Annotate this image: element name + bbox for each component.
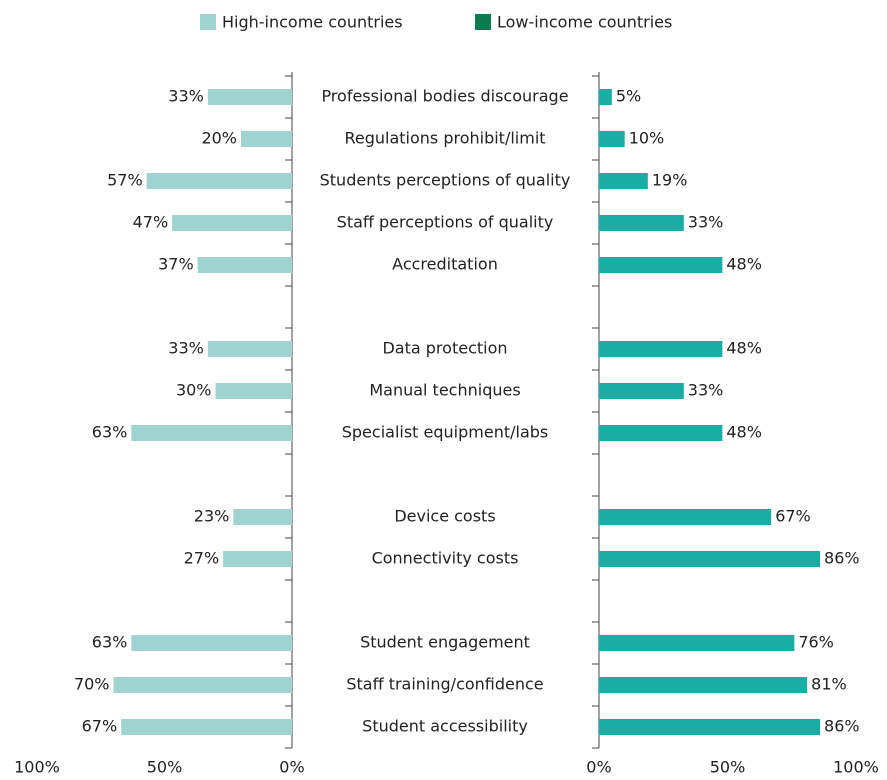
category-label: Accreditation <box>392 255 498 274</box>
value-label: 48% <box>726 423 762 442</box>
bar <box>131 635 292 651</box>
value-label: 70% <box>74 675 110 694</box>
x-tick-label: 100% <box>14 758 60 777</box>
x-tick-label: 0% <box>586 758 611 777</box>
bar <box>223 551 292 567</box>
bar <box>197 257 292 273</box>
bar <box>599 173 648 189</box>
legend-label: High-income countries <box>222 13 403 32</box>
bar <box>172 215 292 231</box>
bar <box>215 383 292 399</box>
x-tick-label: 50% <box>710 758 746 777</box>
bar <box>599 425 723 441</box>
value-label: 33% <box>168 87 204 106</box>
category-label: Staff perceptions of quality <box>337 213 554 232</box>
x-tick-label: 0% <box>279 758 304 777</box>
category-label: Connectivity costs <box>372 549 519 568</box>
bar <box>599 509 772 525</box>
value-label: 5% <box>616 87 641 106</box>
category-label: Professional bodies discourage <box>321 87 568 106</box>
value-label: 86% <box>824 549 860 568</box>
value-label: 67% <box>775 507 811 526</box>
value-label: 76% <box>798 633 834 652</box>
category-label: Students perceptions of quality <box>320 171 571 190</box>
value-label: 81% <box>811 675 847 694</box>
value-label: 19% <box>652 171 688 190</box>
legend-label: Low-income countries <box>497 13 672 32</box>
value-label: 63% <box>92 633 128 652</box>
bar <box>599 551 821 567</box>
bar <box>113 677 292 693</box>
bar <box>599 215 684 231</box>
value-label: 23% <box>194 507 230 526</box>
value-label: 33% <box>688 381 724 400</box>
bar <box>233 509 292 525</box>
value-label: 47% <box>133 213 169 232</box>
value-label: 86% <box>824 717 860 736</box>
value-label: 30% <box>176 381 212 400</box>
category-label: Student engagement <box>360 633 530 652</box>
bar <box>599 131 625 147</box>
bar <box>599 341 723 357</box>
bar <box>599 677 808 693</box>
bar <box>131 425 292 441</box>
value-label: 33% <box>688 213 724 232</box>
category-label: Student accessibility <box>362 717 528 736</box>
bar <box>121 719 293 735</box>
value-label: 48% <box>726 339 762 358</box>
bar <box>599 635 795 651</box>
x-tick-label: 50% <box>147 758 183 777</box>
value-label: 57% <box>107 171 143 190</box>
category-label: Data protection <box>382 339 507 358</box>
category-label: Manual techniques <box>369 381 520 400</box>
value-label: 67% <box>82 717 118 736</box>
category-label: Specialist equipment/labs <box>342 423 549 442</box>
category-label: Device costs <box>394 507 495 526</box>
value-label: 48% <box>726 255 762 274</box>
category-label: Staff training/confidence <box>346 675 543 694</box>
legend-swatch <box>475 14 491 30</box>
value-label: 63% <box>92 423 128 442</box>
bar <box>599 719 821 735</box>
bar <box>207 341 292 357</box>
bar <box>599 257 723 273</box>
legend-swatch <box>200 14 216 30</box>
bar <box>207 89 292 105</box>
value-label: 27% <box>184 549 220 568</box>
value-label: 20% <box>201 129 237 148</box>
bar <box>146 173 292 189</box>
bar <box>241 131 292 147</box>
category-label: Regulations prohibit/limit <box>344 129 545 148</box>
value-label: 33% <box>168 339 204 358</box>
x-tick-label: 100% <box>833 758 879 777</box>
bar <box>599 383 684 399</box>
bar <box>599 89 612 105</box>
value-label: 37% <box>158 255 194 274</box>
value-label: 10% <box>629 129 665 148</box>
